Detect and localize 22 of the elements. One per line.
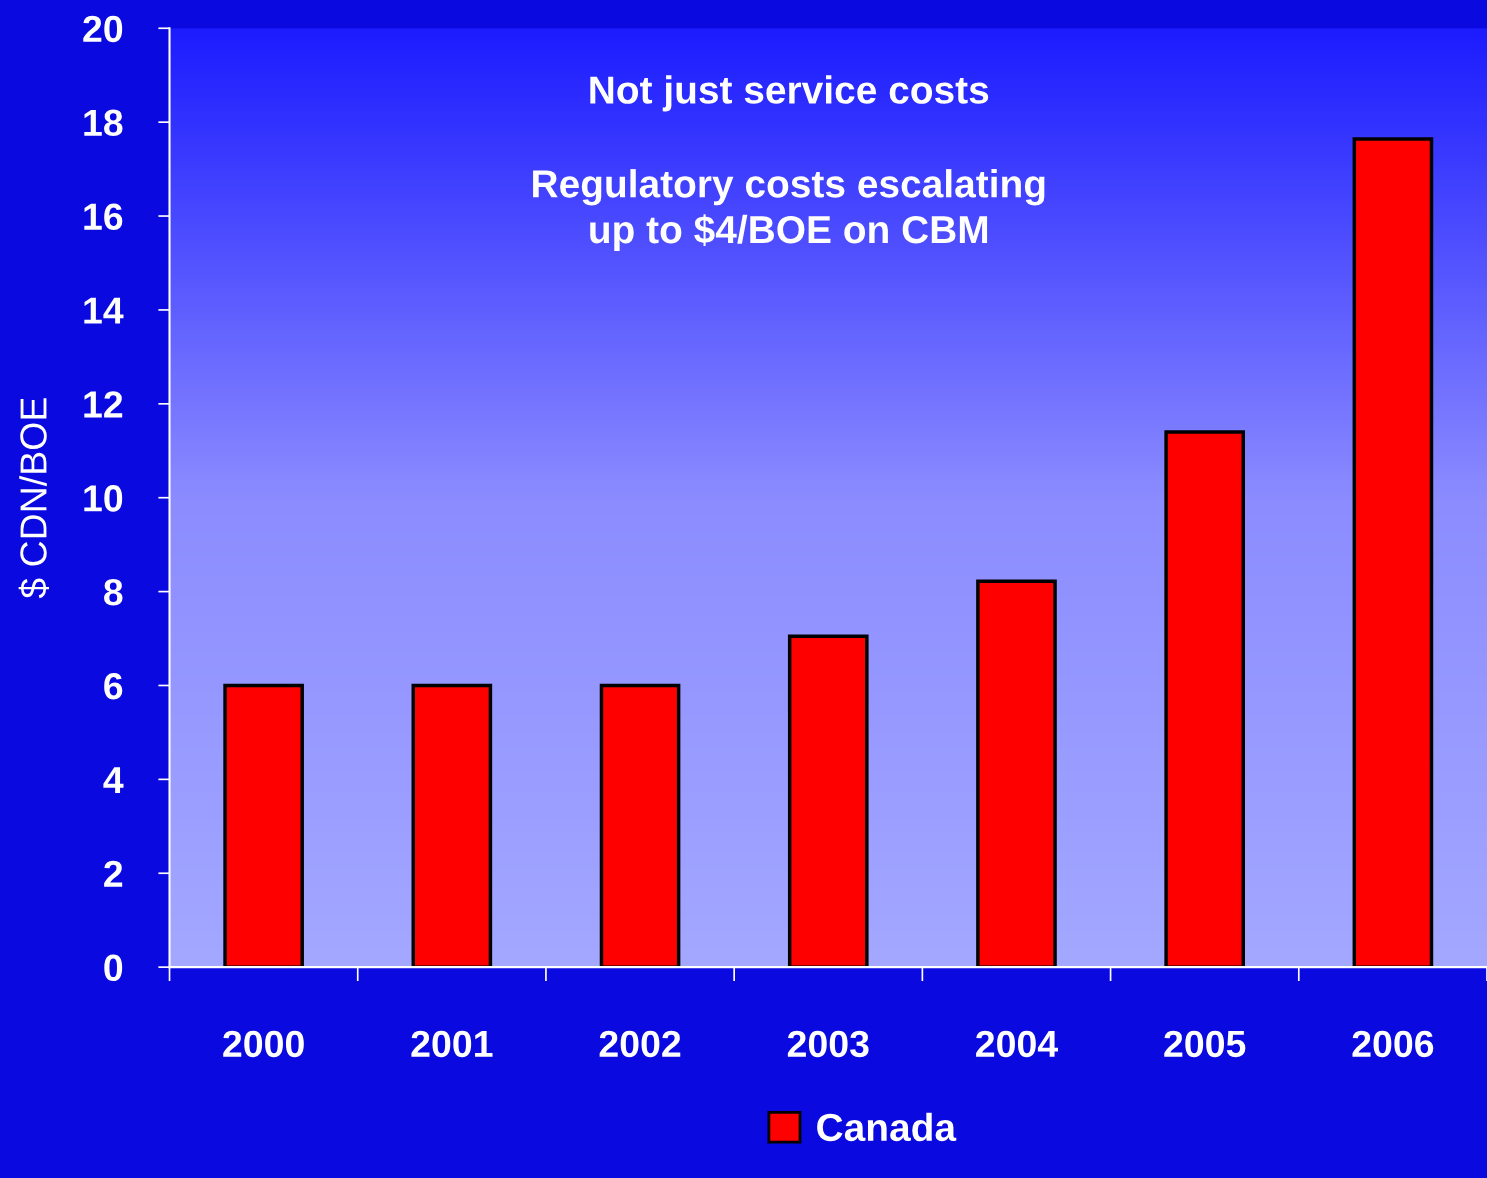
x-tick-label: 2005 bbox=[1164, 1030, 1246, 1058]
y-axis-title: $ CDN/BOE bbox=[18, 398, 50, 599]
y-tick-label: 2 bbox=[104, 860, 123, 887]
y-tick-label: 18 bbox=[84, 109, 123, 137]
y-tick-label: 14 bbox=[84, 297, 124, 324]
x-tick-label: 2003 bbox=[787, 1030, 869, 1058]
x-tick-label: 2002 bbox=[599, 1030, 681, 1058]
y-tick-label: 0 bbox=[104, 954, 123, 982]
y-tick-label: 8 bbox=[104, 578, 123, 606]
y-tick-label: 4 bbox=[103, 767, 124, 793]
y-tick-label: 16 bbox=[84, 203, 123, 230]
x-tick-label: 2006 bbox=[1352, 1030, 1434, 1058]
y-tick-label: 20 bbox=[83, 15, 123, 43]
text: Regulatory costs escalating up to $4/BOE on CBM bbox=[533, 169, 1045, 252]
x-tick-label: 2001 bbox=[411, 1030, 493, 1058]
legend-label: Canada bbox=[817, 1112, 957, 1142]
y-tick-label: 12 bbox=[84, 391, 123, 418]
y-tick-label: 6 bbox=[104, 672, 123, 700]
y-tick-label: 10 bbox=[84, 485, 123, 512]
x-tick-label: 2000 bbox=[223, 1030, 304, 1058]
text: Not just service costs bbox=[590, 75, 989, 112]
x-tick-label: 2004 bbox=[976, 1030, 1058, 1058]
